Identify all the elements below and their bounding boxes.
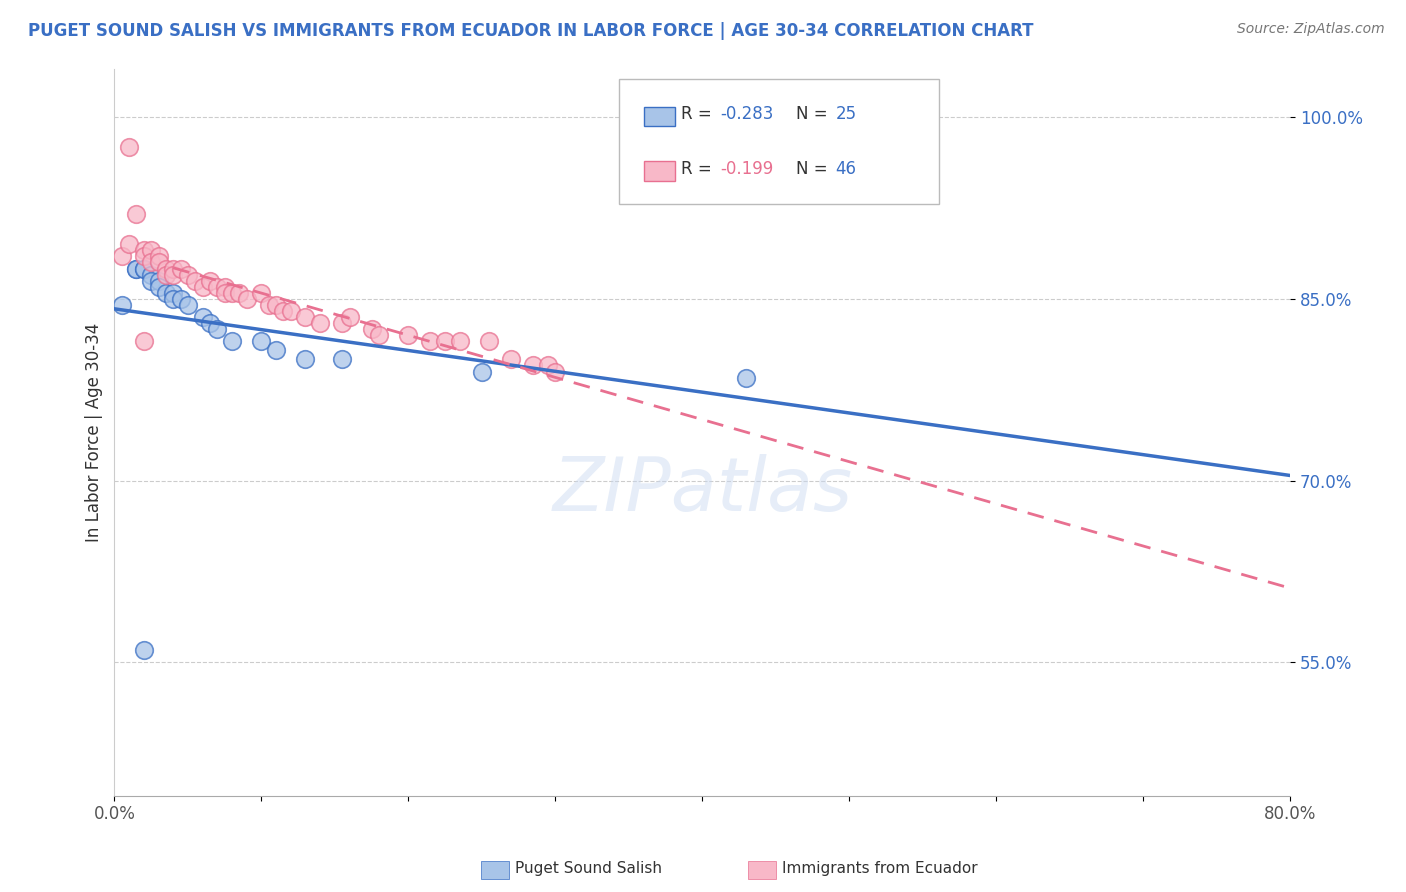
- Point: [155, 268, 177, 282]
- Point: [264, 298, 287, 312]
- Point: [148, 279, 170, 293]
- Point: [537, 359, 560, 373]
- Point: [191, 279, 214, 293]
- Point: [162, 285, 184, 300]
- Point: [169, 292, 191, 306]
- Point: [294, 352, 316, 367]
- Point: [177, 268, 200, 282]
- Point: [235, 292, 257, 306]
- Point: [264, 343, 287, 357]
- Text: ZIPatlas: ZIPatlas: [553, 454, 852, 526]
- Point: [118, 140, 141, 154]
- Point: [132, 334, 155, 349]
- Point: [221, 285, 243, 300]
- Point: [141, 255, 163, 269]
- Point: [214, 285, 236, 300]
- Point: [177, 298, 200, 312]
- Point: [162, 268, 184, 282]
- Text: Immigrants from Ecuador: Immigrants from Ecuador: [782, 862, 977, 876]
- Point: [111, 298, 134, 312]
- Text: 25: 25: [835, 105, 856, 123]
- Point: [250, 334, 273, 349]
- Point: [501, 352, 523, 367]
- Point: [162, 292, 184, 306]
- Point: [419, 334, 441, 349]
- Point: [207, 322, 229, 336]
- Point: [522, 359, 544, 373]
- Point: [221, 334, 243, 349]
- Point: [330, 316, 353, 330]
- Point: [141, 274, 163, 288]
- Point: [228, 285, 250, 300]
- Point: [330, 352, 353, 367]
- Point: [148, 274, 170, 288]
- Point: [544, 365, 567, 379]
- Point: [309, 316, 332, 330]
- Text: R =: R =: [681, 160, 717, 178]
- Point: [478, 334, 501, 349]
- Point: [257, 298, 280, 312]
- Point: [155, 285, 177, 300]
- Point: [141, 268, 163, 282]
- Point: [294, 310, 316, 324]
- Text: -0.199: -0.199: [720, 160, 773, 178]
- Point: [111, 249, 134, 263]
- Point: [141, 244, 163, 258]
- Point: [148, 249, 170, 263]
- Point: [125, 261, 148, 276]
- Point: [132, 249, 155, 263]
- Point: [198, 316, 221, 330]
- Point: [339, 310, 361, 324]
- Point: [434, 334, 457, 349]
- Text: 46: 46: [835, 160, 856, 178]
- Point: [471, 365, 494, 379]
- Point: [368, 328, 391, 343]
- Point: [148, 255, 170, 269]
- Point: [132, 643, 155, 657]
- Point: [273, 304, 295, 318]
- Text: PUGET SOUND SALISH VS IMMIGRANTS FROM ECUADOR IN LABOR FORCE | AGE 30-34 CORRELA: PUGET SOUND SALISH VS IMMIGRANTS FROM EC…: [28, 22, 1033, 40]
- Y-axis label: In Labor Force | Age 30-34: In Labor Force | Age 30-34: [86, 323, 103, 541]
- Point: [250, 285, 273, 300]
- Point: [214, 279, 236, 293]
- Point: [735, 370, 758, 384]
- Point: [169, 261, 191, 276]
- Text: N =: N =: [796, 105, 832, 123]
- Point: [191, 310, 214, 324]
- Point: [155, 261, 177, 276]
- Text: R =: R =: [681, 105, 717, 123]
- Point: [125, 207, 148, 221]
- Point: [198, 274, 221, 288]
- Point: [184, 274, 207, 288]
- Point: [280, 304, 302, 318]
- Point: [118, 237, 141, 252]
- Point: [396, 328, 419, 343]
- Text: Source: ZipAtlas.com: Source: ZipAtlas.com: [1237, 22, 1385, 37]
- Point: [360, 322, 382, 336]
- Point: [125, 261, 148, 276]
- Point: [449, 334, 471, 349]
- Text: N =: N =: [796, 160, 832, 178]
- Point: [132, 244, 155, 258]
- Point: [132, 261, 155, 276]
- Point: [132, 261, 155, 276]
- Text: Puget Sound Salish: Puget Sound Salish: [515, 862, 662, 876]
- Point: [162, 261, 184, 276]
- Point: [207, 279, 229, 293]
- Text: -0.283: -0.283: [720, 105, 773, 123]
